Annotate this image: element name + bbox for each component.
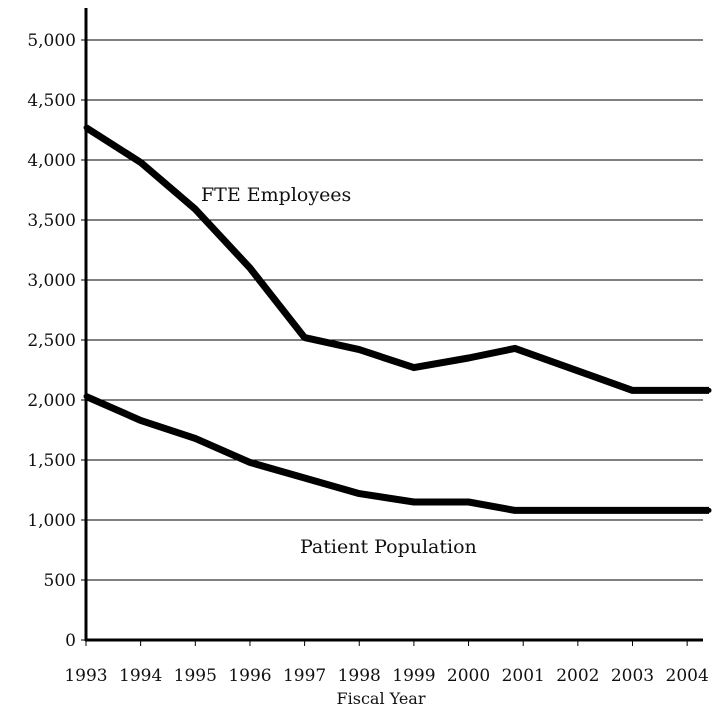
- y-tick-label: 5,000: [27, 31, 76, 51]
- x-tick-label: 2001: [502, 666, 545, 686]
- x-tick-label: 2003: [611, 666, 654, 686]
- data-point-0-1: [138, 159, 144, 165]
- series-line-fte-employees: [84, 124, 710, 394]
- x-tick-label: 1997: [283, 666, 326, 686]
- x-axis-title: Fiscal Year: [337, 689, 426, 708]
- series-lines: [83, 124, 712, 514]
- x-tick-label: 2002: [556, 666, 599, 686]
- y-tick-label: 0: [65, 631, 76, 651]
- data-point-1-4: [302, 475, 308, 481]
- data-point-0-2: [192, 206, 198, 212]
- y-tick-label: 1,500: [27, 451, 76, 471]
- data-point-1-2: [192, 435, 198, 441]
- data-point-1-9: [630, 507, 635, 513]
- fte-employees-label: FTE Employees: [201, 184, 351, 206]
- ticks: 0 500 1,000 1,500 2,000 2,500 3,000 3,500 4,000 4…: [27, 31, 708, 686]
- series-line-patient-population: [84, 393, 710, 514]
- data-point-1-7: [466, 499, 472, 505]
- x-tick-label: 1995: [174, 666, 217, 686]
- y-tick-label: 3,000: [27, 271, 76, 291]
- y-tick-label: 500: [44, 571, 76, 591]
- y-tick-label: 4,000: [27, 151, 76, 171]
- y-tick-label: 3,500: [27, 211, 76, 231]
- x-tick-label: 2000: [447, 666, 490, 686]
- x-tick-label: 1994: [119, 666, 162, 686]
- data-point-1-5: [356, 491, 362, 497]
- data-point-0-10: [706, 387, 712, 393]
- data-point-1-10: [706, 507, 712, 513]
- data-point-0-7: [466, 355, 472, 361]
- data-point-0-6: [411, 365, 417, 371]
- x-tick-label: 1993: [64, 666, 107, 686]
- data-point-1-1: [138, 417, 144, 423]
- data-point-0-5: [356, 347, 362, 353]
- data-point-1-8: [512, 507, 518, 513]
- x-tick-label: 1996: [228, 666, 271, 686]
- x-tick-label: 1999: [392, 666, 435, 686]
- data-point-0-8: [512, 345, 518, 351]
- x-tick-label: 1998: [338, 666, 381, 686]
- gridlines: [86, 39, 703, 581]
- y-tick-label: 1,000: [27, 511, 76, 531]
- y-tick-label: 2,500: [27, 331, 76, 351]
- data-point-1-6: [411, 499, 417, 505]
- patient-population-label: Patient Population: [300, 536, 477, 558]
- series-labels: FTE Employees Patient Population: [201, 184, 477, 558]
- axes: [84, 8, 703, 642]
- y-tick-label: 2,000: [27, 391, 76, 411]
- data-point-0-4: [302, 335, 308, 341]
- y-tick-label: 4,500: [27, 91, 76, 111]
- data-point-1-3: [247, 459, 253, 465]
- x-tick-label: 2004: [666, 666, 709, 686]
- data-point-0-9: [630, 387, 635, 393]
- data-point-0-3: [247, 265, 253, 271]
